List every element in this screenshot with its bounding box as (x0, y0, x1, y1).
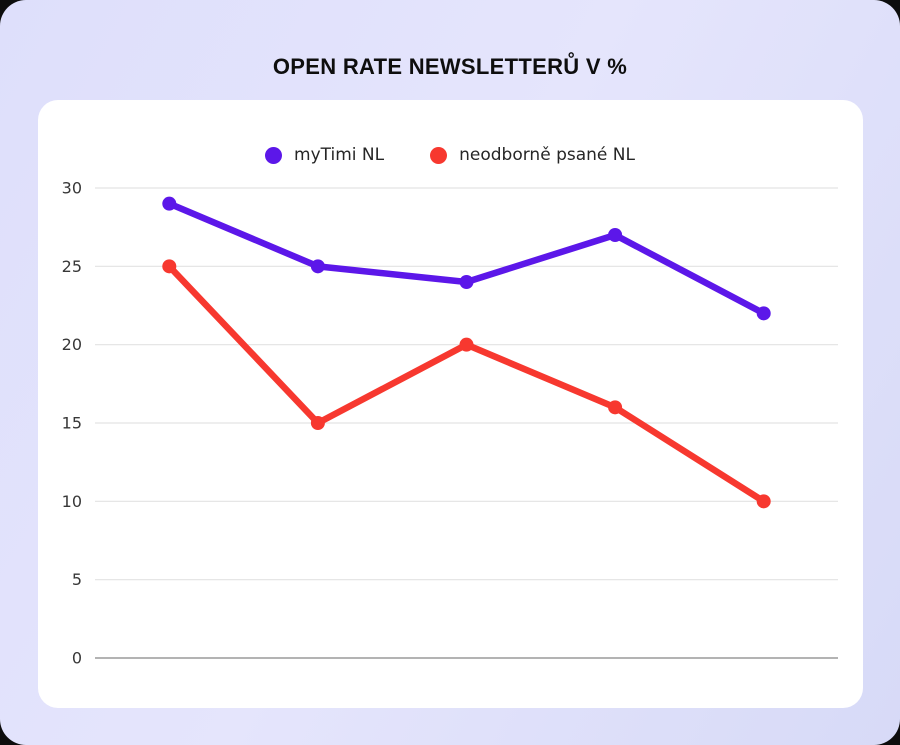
data-point-series-1-0[interactable] (161, 259, 176, 274)
y-axis-tick-label: 0 (71, 649, 81, 668)
y-axis-tick-label: 10 (61, 492, 81, 511)
data-point-series-1-2[interactable] (459, 337, 473, 352)
y-axis-tick-label: 15 (61, 414, 81, 433)
y-axis-tick-label: 20 (61, 335, 81, 354)
series-line-0 (165, 200, 767, 317)
line-chart: 30 25 20 15 10 5 0 (61, 179, 838, 668)
chart-card: myTimi NL neodborně psané NL 30 25 20 15 10 5… (37, 100, 863, 708)
data-point-series-0-0[interactable] (161, 196, 176, 211)
chart-legend: myTimi NL neodborně psané NL (38, 100, 863, 167)
data-point-series-0-2[interactable] (459, 275, 473, 289)
legend-label-neodborne-nl: neodborně psané NL (459, 145, 635, 165)
legend-item-mytimi-nl[interactable]: myTimi NL (265, 145, 384, 165)
legend-label-mytimi-nl: myTimi NL (294, 145, 385, 165)
data-point-series-1-3[interactable] (607, 400, 622, 415)
series-line-1 (165, 263, 767, 505)
legend-dot-mytimi-icon (265, 146, 283, 164)
legend-item-neodborne-nl[interactable]: neodborně psané NL (430, 145, 635, 165)
data-point-series-0-1[interactable] (310, 259, 325, 274)
y-axis-tick-label: 5 (71, 570, 81, 589)
data-point-series-0-3[interactable] (607, 228, 622, 242)
y-axis-tick-label: 30 (61, 179, 81, 198)
data-point-series-0-4[interactable] (756, 306, 771, 321)
y-axis-tick-label: 25 (61, 257, 81, 276)
page-title: OPEN RATE NEWSLETTERŮ V % (272, 54, 628, 79)
legend-dot-neodborne-icon (430, 146, 448, 164)
data-point-series-1-1[interactable] (310, 416, 325, 430)
data-point-series-1-4[interactable] (756, 494, 771, 509)
